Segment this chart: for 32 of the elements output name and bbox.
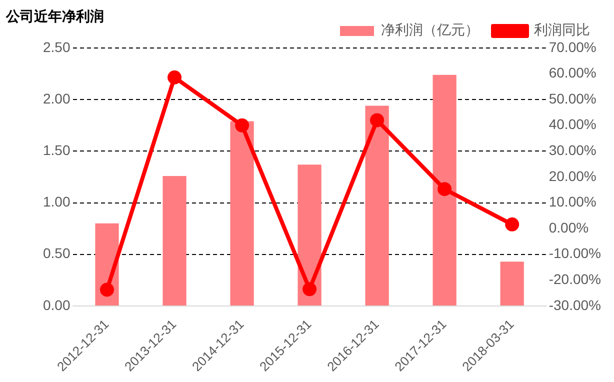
- chart-title: 公司近年净利润: [6, 8, 104, 26]
- bar: [230, 121, 254, 306]
- y-tick-label: 0.50: [43, 245, 70, 262]
- y2-tick-label: 10.00%: [548, 194, 596, 210]
- y-tick-label: 1.00: [43, 194, 70, 210]
- legend-label: 净利润（亿元）: [381, 22, 479, 39]
- point: [505, 217, 520, 232]
- legend-label: 利润同比: [534, 22, 590, 39]
- point: [235, 118, 250, 132]
- point: [302, 282, 317, 296]
- y2-tick-label: 50.00%: [548, 90, 596, 106]
- y2-tick-label: 60.00%: [548, 64, 596, 81]
- y-tick-label: 2.00: [43, 90, 70, 106]
- y2-tick-label: -20.00%: [548, 271, 602, 288]
- y-tick-label: 0.00: [43, 296, 70, 313]
- y-tick-label: 1.50: [43, 142, 70, 158]
- y2-tick-label: 0.00%: [548, 219, 589, 236]
- y2-tick-label: 30.00%: [548, 142, 596, 158]
- bar: [432, 74, 456, 306]
- point: [100, 282, 114, 297]
- point: [370, 113, 384, 128]
- y2-tick-label: -10.00%: [548, 245, 602, 262]
- y2-tick-label: 20.00%: [548, 168, 596, 184]
- bar: [365, 106, 389, 306]
- y2-tick-label: -30.00%: [548, 296, 602, 313]
- point: [168, 70, 182, 84]
- bar: [500, 262, 524, 306]
- bar: [162, 176, 186, 306]
- point: [438, 182, 452, 196]
- y2-tick-label: 70.00%: [548, 38, 596, 55]
- y2-tick-label: 40.00%: [548, 116, 596, 132]
- y-tick-label: 2.50: [43, 38, 70, 55]
